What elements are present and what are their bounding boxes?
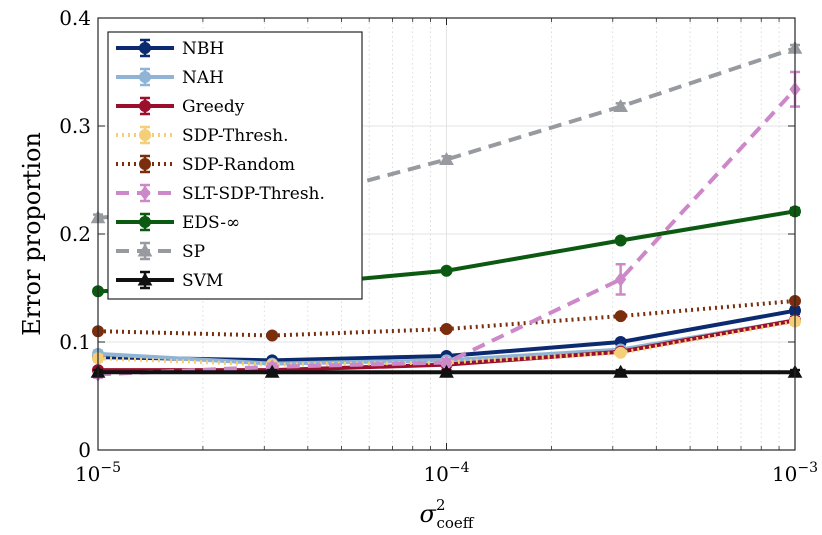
y-tick-label: 0.3	[59, 114, 91, 138]
legend-marker	[139, 42, 151, 54]
legend-label: SLT-SDP-Thresh.	[182, 184, 325, 204]
legend-label: SP	[182, 242, 205, 262]
legend-entry: SDP-Thresh.	[116, 125, 288, 146]
y-tick-label: 0.4	[59, 6, 91, 30]
legend-entry: SP	[116, 241, 205, 262]
data-point	[614, 346, 627, 359]
legend-label: SDP-Random	[182, 155, 295, 175]
data-point	[613, 364, 628, 378]
legend-marker	[139, 100, 151, 112]
series-SVM	[90, 364, 803, 378]
legend-label: EDS-∞	[182, 213, 240, 233]
x-tick-exponent: −3	[797, 460, 818, 476]
data-point	[440, 323, 453, 336]
legend-entry: SLT-SDP-Thresh.	[116, 183, 325, 204]
data-point	[264, 364, 280, 378]
legend-marker	[139, 216, 151, 228]
data-point	[440, 264, 453, 277]
legend-entry: Greedy	[116, 96, 245, 117]
legend-entry: NAH	[116, 67, 224, 88]
x-tick-base: 10	[423, 462, 448, 486]
legend-marker	[137, 243, 153, 257]
legend-label: Greedy	[182, 97, 245, 117]
legend-label: NBH	[182, 39, 224, 59]
legend-entry: NBH	[116, 38, 224, 59]
legend-marker	[139, 185, 151, 201]
x-tick-label: 10−5	[75, 460, 121, 486]
data-point	[614, 234, 627, 247]
x-axis-title-sub: coeff	[436, 514, 474, 530]
legend-marker	[137, 272, 153, 286]
data-point	[439, 151, 454, 165]
data-point	[266, 329, 279, 342]
x-axis-title-main: σ	[420, 500, 437, 528]
data-point	[613, 99, 628, 113]
y-tick-label: 0.2	[59, 222, 91, 246]
ticks: 00.10.20.30.410−5 10−4 10−3	[59, 6, 818, 486]
data-point	[615, 272, 627, 287]
x-tick-exponent: −5	[100, 460, 121, 476]
x-tick-base: 10	[772, 462, 797, 486]
x-tick-exponent: −4	[449, 460, 470, 476]
y-axis-title: Error proportion	[18, 132, 46, 336]
y-tick-label: 0	[78, 438, 91, 462]
legend: NBH NAH Greedy SDP-Thresh. SDP-Random SLT-SDP…	[107, 31, 363, 300]
data-point	[614, 310, 627, 323]
legend-entry: EDS-∞	[116, 212, 240, 233]
x-tick-label: 10−4	[423, 460, 469, 486]
grid	[97, 17, 796, 451]
x-axis-title: σ2 coeff	[420, 496, 475, 530]
legend-entry: SVM	[116, 270, 223, 291]
legend-label: SVM	[182, 271, 223, 291]
legend-label: NAH	[182, 68, 224, 88]
data-point	[439, 364, 454, 378]
x-axis-title-sup: 2	[436, 496, 446, 514]
y-tick-label: 0.1	[59, 330, 91, 354]
legend-label: SDP-Thresh.	[182, 126, 288, 146]
legend-entry: SDP-Random	[116, 154, 295, 175]
legend-marker	[139, 71, 151, 83]
legend-marker	[139, 158, 151, 170]
x-tick-label: 10−3	[772, 460, 818, 486]
legend-marker	[139, 129, 151, 141]
x-tick-base: 10	[75, 462, 100, 486]
